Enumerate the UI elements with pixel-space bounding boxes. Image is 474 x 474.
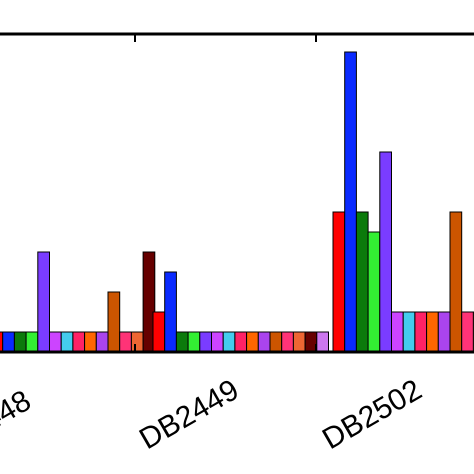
bar-db2449-4 xyxy=(187,331,201,353)
bar-db2448-4 xyxy=(25,331,39,353)
bar-db2448-9 xyxy=(84,331,97,353)
labels-group: B2448 DB2449 DB2502 xyxy=(0,373,427,456)
bar-db2448-13 xyxy=(130,331,144,353)
bar-db2449-13 xyxy=(292,331,306,353)
bar-db2449-7 xyxy=(222,331,236,353)
category-label-db2502: DB2502 xyxy=(317,373,427,456)
ticks-group xyxy=(134,34,317,352)
bar-db2449-8 xyxy=(234,331,248,353)
bar-db2502-3 xyxy=(355,211,369,353)
bar-db2449-3 xyxy=(175,331,189,353)
bar-db2502-10 xyxy=(437,311,451,353)
bar-db2449-5 xyxy=(199,331,213,353)
bar-db2449-12 xyxy=(281,331,294,353)
bar-db2502-11 xyxy=(449,211,463,353)
bar-db2502-4 xyxy=(367,231,381,353)
bar-db2502-8 xyxy=(414,311,428,353)
bar-db2448-11 xyxy=(107,291,121,353)
bar-db2448-3 xyxy=(13,331,27,353)
category-label-db2449: DB2449 xyxy=(134,373,244,456)
bar-db2449-9 xyxy=(246,331,259,353)
bar-db2448-12 xyxy=(119,331,132,353)
bar-db2448-8 xyxy=(72,331,86,353)
bar-db2448-10 xyxy=(95,331,109,353)
bar-db2449-6 xyxy=(211,331,224,353)
bar-db2502-1 xyxy=(332,211,346,353)
bar-db2448-5 xyxy=(37,251,50,353)
bar-db2502-5 xyxy=(379,151,392,353)
bar-db2502-6 xyxy=(391,311,404,353)
category-label-db2448: B2448 xyxy=(0,384,37,456)
bar-db2448-7 xyxy=(60,331,74,353)
bar-db2502-9 xyxy=(426,311,439,353)
bar-db2449-15 xyxy=(316,331,329,353)
bar-db2449-2 xyxy=(164,271,177,353)
bar-db2502-2 xyxy=(344,51,357,353)
bar-db2449-1 xyxy=(152,311,166,353)
bar-db2502-7 xyxy=(402,311,416,353)
bar-db2448-6 xyxy=(49,331,62,353)
bar-db2502-12 xyxy=(461,311,474,353)
bars-group xyxy=(0,51,474,353)
bar-db2448-2 xyxy=(2,331,15,353)
bar-db2449-10 xyxy=(257,331,271,353)
bar-db2449-11 xyxy=(269,331,283,353)
